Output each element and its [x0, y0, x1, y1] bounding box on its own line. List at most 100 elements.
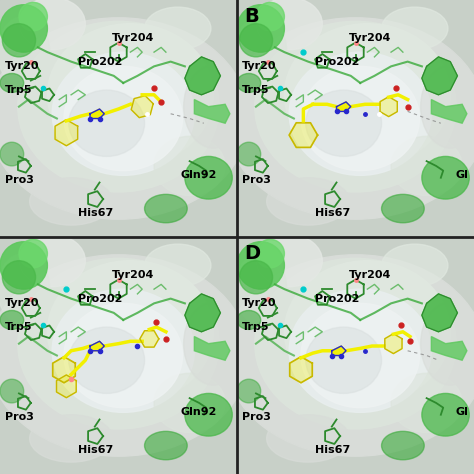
- Ellipse shape: [184, 65, 243, 148]
- Polygon shape: [380, 97, 397, 117]
- Polygon shape: [56, 375, 76, 398]
- Polygon shape: [140, 331, 159, 347]
- Ellipse shape: [154, 137, 225, 195]
- Polygon shape: [431, 337, 467, 360]
- Polygon shape: [431, 100, 467, 123]
- Ellipse shape: [391, 137, 462, 195]
- Ellipse shape: [237, 310, 261, 329]
- Ellipse shape: [0, 254, 50, 325]
- Text: Pro202: Pro202: [78, 56, 123, 67]
- Text: His67: His67: [78, 208, 113, 219]
- Polygon shape: [90, 109, 104, 118]
- Text: His67: His67: [315, 208, 350, 219]
- Text: Gln92: Gln92: [180, 407, 217, 418]
- Ellipse shape: [255, 21, 456, 192]
- Ellipse shape: [382, 7, 448, 50]
- Ellipse shape: [237, 379, 261, 403]
- Ellipse shape: [52, 52, 194, 175]
- Ellipse shape: [145, 194, 187, 223]
- Text: Tyr204: Tyr204: [348, 270, 391, 280]
- Ellipse shape: [225, 255, 474, 456]
- Ellipse shape: [19, 0, 85, 50]
- Polygon shape: [194, 100, 230, 123]
- Ellipse shape: [237, 242, 284, 289]
- Ellipse shape: [29, 415, 112, 462]
- Ellipse shape: [19, 239, 47, 268]
- Ellipse shape: [0, 255, 249, 456]
- Ellipse shape: [185, 393, 232, 436]
- Polygon shape: [385, 334, 402, 354]
- Ellipse shape: [284, 24, 450, 166]
- Ellipse shape: [266, 178, 350, 225]
- Text: Tyr20: Tyr20: [242, 298, 276, 309]
- Text: D: D: [244, 244, 260, 263]
- Ellipse shape: [239, 261, 273, 294]
- Ellipse shape: [2, 261, 36, 294]
- Polygon shape: [53, 357, 75, 383]
- Polygon shape: [422, 294, 457, 332]
- Ellipse shape: [382, 244, 448, 287]
- Ellipse shape: [237, 73, 261, 92]
- Text: Tyr204: Tyr204: [111, 270, 154, 280]
- Text: Pro3: Pro3: [242, 175, 271, 185]
- Ellipse shape: [256, 239, 284, 268]
- Polygon shape: [332, 346, 346, 356]
- Text: Pro202: Pro202: [78, 293, 123, 304]
- Ellipse shape: [235, 254, 287, 325]
- Polygon shape: [422, 57, 457, 95]
- Text: Tyr20: Tyr20: [242, 61, 276, 72]
- Ellipse shape: [391, 374, 462, 432]
- Text: Pro3: Pro3: [242, 412, 271, 422]
- Ellipse shape: [0, 18, 249, 219]
- Ellipse shape: [0, 379, 24, 403]
- Text: Tyr204: Tyr204: [111, 33, 154, 43]
- Polygon shape: [337, 102, 351, 111]
- Ellipse shape: [64, 303, 182, 408]
- Ellipse shape: [237, 142, 261, 166]
- Ellipse shape: [256, 2, 284, 31]
- Ellipse shape: [306, 90, 382, 156]
- Polygon shape: [185, 57, 220, 95]
- Ellipse shape: [145, 7, 211, 50]
- Text: His67: His67: [315, 445, 350, 456]
- Text: Tyr20: Tyr20: [5, 61, 39, 72]
- Text: Trp5: Trp5: [242, 322, 269, 332]
- Polygon shape: [185, 294, 220, 332]
- Ellipse shape: [301, 66, 419, 171]
- Ellipse shape: [64, 66, 182, 171]
- Ellipse shape: [19, 235, 85, 287]
- Text: Pro202: Pro202: [315, 56, 360, 67]
- Ellipse shape: [154, 374, 225, 432]
- Ellipse shape: [0, 5, 47, 52]
- Ellipse shape: [0, 142, 24, 166]
- Text: Trp5: Trp5: [242, 85, 269, 95]
- Ellipse shape: [29, 178, 112, 225]
- Ellipse shape: [306, 327, 382, 393]
- Ellipse shape: [185, 156, 232, 199]
- Ellipse shape: [421, 302, 474, 385]
- Ellipse shape: [255, 258, 456, 429]
- Ellipse shape: [145, 244, 211, 287]
- Ellipse shape: [69, 90, 145, 156]
- Ellipse shape: [422, 156, 469, 199]
- Text: Gl: Gl: [455, 407, 468, 418]
- Ellipse shape: [235, 17, 287, 88]
- Ellipse shape: [47, 24, 213, 166]
- Ellipse shape: [382, 194, 424, 223]
- Ellipse shape: [266, 415, 350, 462]
- Polygon shape: [131, 96, 153, 118]
- Ellipse shape: [0, 73, 24, 92]
- Ellipse shape: [2, 24, 36, 57]
- Ellipse shape: [237, 5, 284, 52]
- Polygon shape: [194, 337, 230, 360]
- Text: Tyr204: Tyr204: [348, 33, 391, 43]
- Text: Tyr20: Tyr20: [5, 298, 39, 309]
- Ellipse shape: [69, 327, 145, 393]
- Polygon shape: [289, 123, 318, 147]
- Ellipse shape: [19, 2, 47, 31]
- Ellipse shape: [284, 261, 450, 403]
- Ellipse shape: [52, 289, 194, 412]
- Polygon shape: [55, 120, 78, 146]
- Ellipse shape: [239, 24, 273, 57]
- Ellipse shape: [0, 242, 47, 289]
